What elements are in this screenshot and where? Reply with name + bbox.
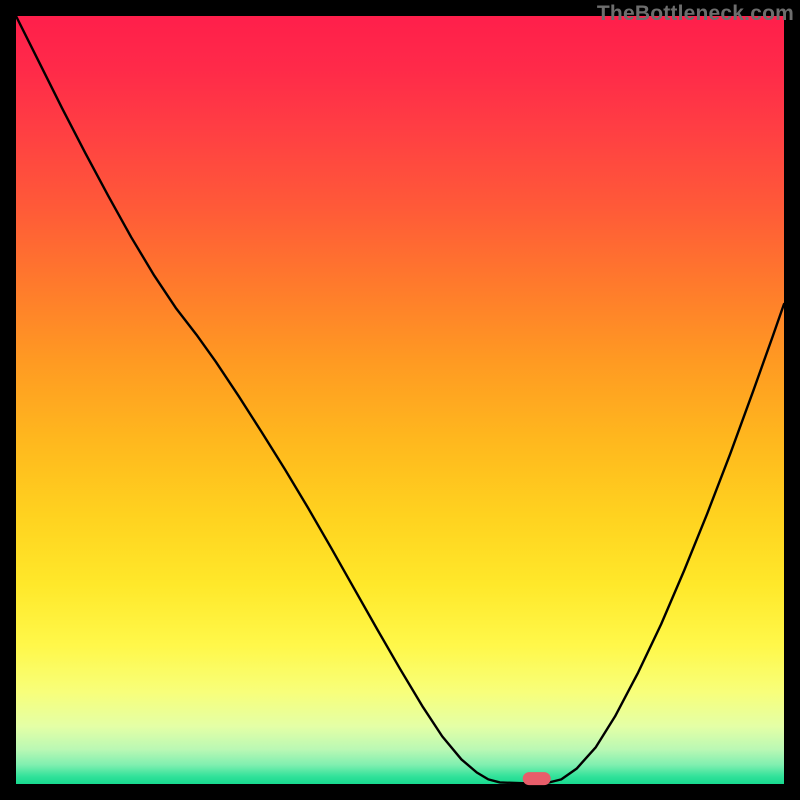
bottleneck-chart: [0, 0, 800, 800]
watermark-text: TheBottleneck.com: [597, 2, 794, 26]
optimal-marker: [523, 772, 551, 785]
chart-container: TheBottleneck.com: [0, 0, 800, 800]
